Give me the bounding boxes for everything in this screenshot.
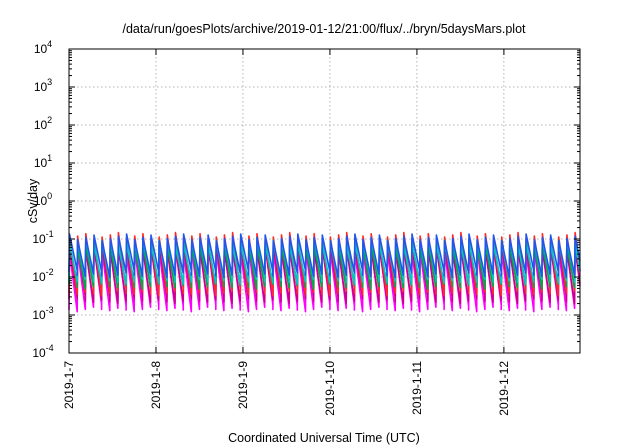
- chart-title: /data/run/goesPlots/archive/2019-01-12/2…: [122, 22, 526, 36]
- grid-layer: [69, 49, 580, 353]
- y-tick-exponent: 0: [47, 191, 52, 201]
- y-tick-exponent: -4: [46, 343, 54, 353]
- y-axis-label: cSv/day: [26, 178, 40, 223]
- y-tick-exponent: 4: [47, 39, 52, 49]
- x-axis-label: Coordinated Universal Time (UTC): [228, 431, 420, 445]
- y-tick-label: 104: [34, 39, 52, 56]
- y-tick-exponent: -1: [46, 229, 54, 239]
- series-line: [68, 233, 581, 279]
- y-tick-label: 101: [34, 153, 52, 170]
- y-tick-label: 10-1: [32, 229, 53, 246]
- y-tick-label: 10-2: [32, 267, 53, 284]
- y-tick-exponent: 3: [47, 77, 52, 87]
- y-tick-exponent: -2: [46, 267, 54, 277]
- x-tick-label: 2019-1-9: [236, 361, 250, 409]
- x-tick-labels: 2019-1-7 2019-1-8 2019-1-9 2019-1-10 2019-1-…: [62, 361, 511, 416]
- x-tick-label: 2019-1-8: [149, 361, 163, 409]
- y-tick-exponent: -3: [46, 305, 54, 315]
- x-tick-label: 2019-1-10: [323, 361, 337, 416]
- tick-layer: [68, 48, 580, 354]
- x-tick-label: 2019-1-11: [410, 361, 424, 415]
- y-tick-label: 10-3: [32, 305, 53, 322]
- series-layer: [68, 231, 581, 313]
- y-tick-label: 102: [34, 115, 52, 132]
- x-tick-label: 2019-1-7: [62, 361, 76, 409]
- y-tick-exponent: 1: [47, 153, 52, 163]
- y-tick-label: 103: [34, 77, 52, 94]
- y-tick-exponent: 2: [47, 115, 52, 125]
- x-tick-label: 2019-1-12: [497, 361, 511, 416]
- y-tick-label: 10-4: [32, 343, 53, 360]
